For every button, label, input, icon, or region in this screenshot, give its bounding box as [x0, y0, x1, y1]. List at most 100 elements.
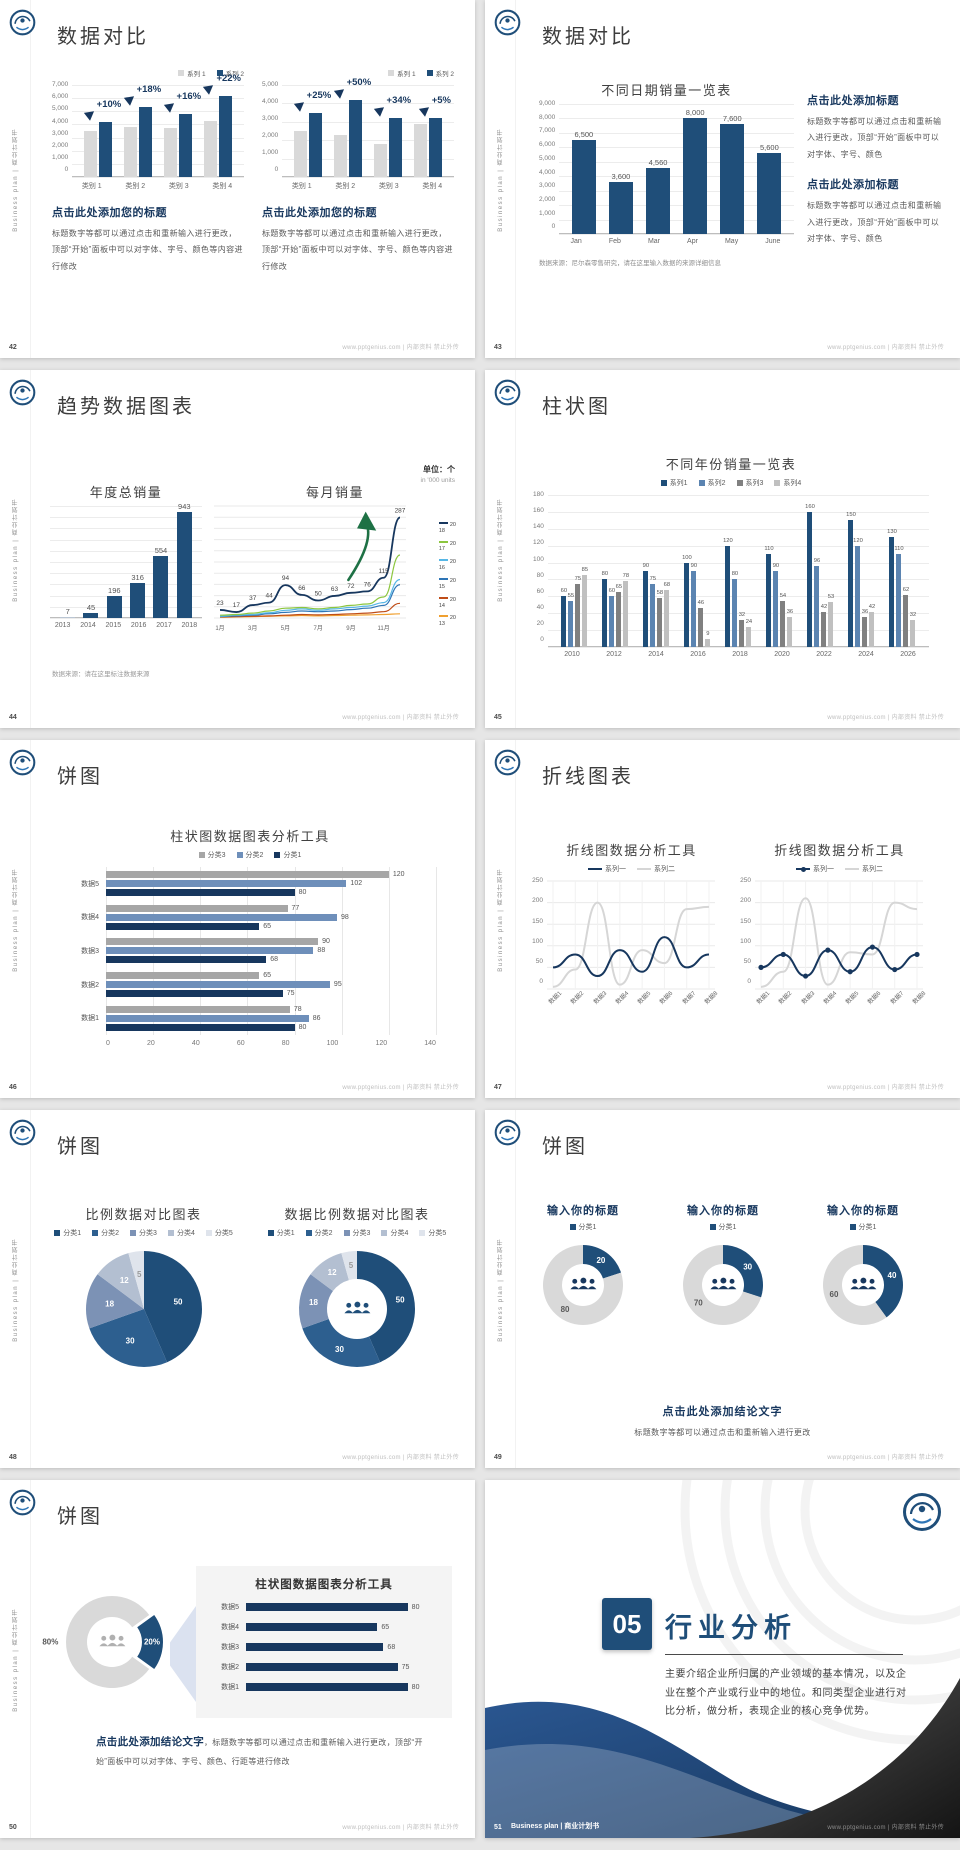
bar: 6,500	[571, 130, 596, 234]
value-label: 102	[350, 880, 363, 888]
people-icon	[570, 1277, 597, 1290]
bar: 46	[698, 600, 704, 647]
category-label: 数据2	[221, 1664, 239, 1671]
x-axis: 类别 1 类别 2 类别 3 类别 4	[262, 181, 454, 191]
value-label: 78	[622, 573, 630, 580]
value-label: 90	[772, 563, 780, 569]
value-label: 65	[615, 584, 623, 591]
divider	[665, 1654, 903, 1655]
value-label: 110	[894, 546, 904, 553]
company-logo-icon	[902, 1492, 942, 1532]
bar	[106, 922, 260, 930]
slice-label: 12	[119, 1276, 128, 1285]
legend-item: 系列2	[698, 478, 726, 488]
chart-title: 比例数据对比图表	[85, 1207, 202, 1222]
watermark: www.pptgenius.com | 内部资料 禁止外传	[827, 715, 944, 721]
value-label: 32	[909, 611, 917, 618]
watermark: www.pptgenius.com | 内部资料 禁止外传	[827, 1085, 944, 1091]
bar-group: 数据2 75	[221, 1663, 438, 1671]
arrow-up-icon	[123, 92, 137, 107]
logo-glyph	[494, 9, 521, 36]
bar	[106, 904, 288, 912]
divider	[515, 740, 516, 1098]
slice-label: 20	[596, 1256, 605, 1265]
chart-legend: 系列一 系列二	[529, 864, 734, 874]
bar-panel: 柱状图数据图表分析工具 数据5 80 数据4 65 数据3 68 数据2 75 数据1 80	[196, 1566, 452, 1718]
y-axis: 180 160 140 120 100 80 60 40 20 0	[533, 491, 544, 644]
bar: 54	[780, 593, 786, 647]
x-tick: 数据8	[704, 990, 720, 1006]
conclusion-heading: 点击此处添加结论文字	[96, 1736, 204, 1748]
x-tick: 2016	[690, 651, 706, 658]
legend-item: 分类3	[343, 1228, 370, 1238]
bar: 24	[746, 619, 752, 647]
logo-glyph	[494, 749, 521, 776]
line-plot	[755, 880, 923, 990]
bar-group: 90 75 58 68	[643, 495, 670, 647]
arrow-up-icon	[333, 85, 347, 99]
svg-text:287: 287	[395, 508, 406, 515]
y-axis: 9,000 8,000 7,000 6,000 5,000 4,000 3,000 2,000…	[539, 100, 556, 231]
page-number: 50	[9, 1824, 17, 1831]
pie-slice	[310, 1253, 349, 1292]
analysis-horizontal-bar-chart: 柱状图数据图表分析工具 分类3 分类2 分类1 数据5 120 102 80 数据4 77 98 65…	[64, 826, 437, 1047]
slice-label: 30	[125, 1336, 134, 1345]
sidebar-vertical-text: Business plan | 商业计划书	[498, 868, 504, 972]
growth-annotation: +10%	[83, 99, 121, 121]
block-heading: 点击此处添加标题	[807, 179, 899, 192]
watermark: www.pptgenius.com | 内部资料 禁止外传	[342, 345, 459, 351]
divider	[515, 0, 516, 358]
legend-item: 分类3	[198, 850, 226, 860]
slide-50: Business plan | 商业计划书 饼图 20% 80% 柱状图数据图表分…	[0, 1480, 475, 1838]
x-tick: 0	[106, 1040, 110, 1047]
slide-title: 数据对比	[542, 26, 634, 48]
pie-slice	[683, 1245, 762, 1325]
bar-group: 3,600	[608, 104, 633, 234]
value-label: 7	[65, 607, 70, 617]
value-label: 78	[293, 1005, 302, 1013]
growth-annotation: +25%	[293, 90, 331, 112]
legend-item: 分类1	[709, 1222, 736, 1232]
value-label: 90	[322, 938, 330, 946]
bar: 60	[561, 588, 567, 647]
slide-title: 饼图	[542, 1136, 588, 1158]
chart-title: 柱状图数据图表分析工具	[170, 829, 330, 844]
value-label: 45	[86, 602, 96, 612]
bar: 58	[657, 590, 663, 647]
donut-chart-1: 分类1 20 80	[517, 1222, 649, 1331]
bar-group: 数据1 80	[221, 1683, 438, 1691]
x-tick: 类别 4	[422, 183, 443, 190]
pie-slice	[97, 1253, 144, 1309]
bar-group: 7,600	[720, 104, 745, 234]
x-tick: 数据5	[637, 990, 653, 1006]
x-tick: 3月	[248, 626, 258, 632]
pie-slice	[127, 1251, 144, 1309]
legend-item: 系列3	[736, 478, 763, 488]
legend-item: 系列一	[588, 864, 626, 874]
bar: 196	[106, 586, 122, 618]
legend-item: 系列一	[796, 864, 834, 874]
chart-legend: 系列1 系列2 系列3 系列4	[533, 478, 929, 488]
bar: 42	[821, 604, 827, 647]
bar: 68	[664, 582, 670, 647]
legend-item: 系列1	[660, 478, 688, 488]
svg-text:23: 23	[216, 600, 224, 607]
value-label: 130	[887, 529, 897, 536]
comparison-bar-chart-left: 系列 1 系列 2 7,000 6,000 5,000 4,000 3,000 2,000 1,…	[52, 68, 244, 191]
bar-group: 8,000	[683, 104, 708, 234]
value-label: 9	[706, 631, 710, 638]
company-logo-icon	[9, 9, 36, 36]
bar	[334, 134, 348, 177]
logo-glyph	[9, 1489, 36, 1516]
x-tick: 数据4	[823, 990, 839, 1006]
y-axis: 7,000 6,000 5,000 4,000 3,000 2,000 1,000 0	[52, 81, 69, 174]
svg-text:50: 50	[315, 591, 323, 598]
value-label: 42	[868, 603, 876, 610]
arrow-up-icon	[373, 103, 387, 117]
divider	[30, 740, 31, 1098]
bar	[164, 128, 178, 177]
bar: 90	[773, 563, 779, 647]
bar: 150	[846, 512, 856, 647]
svg-text:44: 44	[265, 593, 273, 600]
x-axis: 2013 2014 2015 2016 2017 2018	[50, 622, 202, 629]
